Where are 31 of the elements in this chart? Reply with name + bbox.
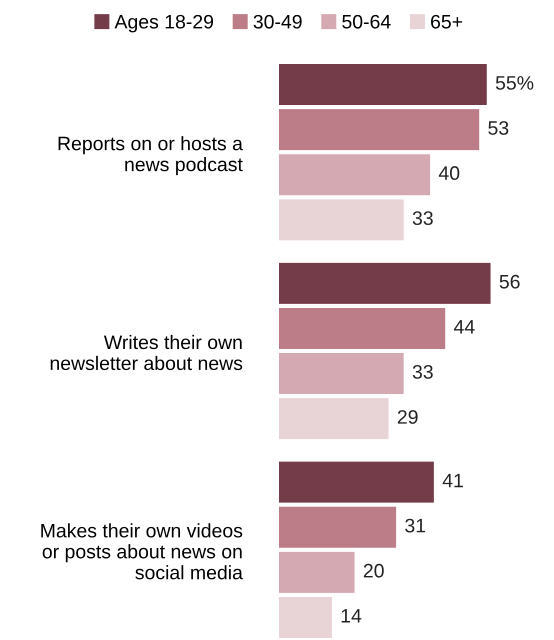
data-label: 55% [496, 76, 534, 90]
bar [279, 552, 355, 593]
legend-label: 30-49 [254, 14, 302, 29]
legend-label: 50-64 [342, 14, 391, 29]
bar [279, 398, 389, 440]
bar [279, 262, 491, 304]
y-tick-label: Makes their own videos or posts about news on social media [41, 523, 243, 580]
bar [279, 64, 487, 106]
data-label: 14 [342, 609, 362, 622]
data-label: 41 [442, 474, 463, 488]
data-label: 53 [488, 121, 508, 135]
data-label: 29 [398, 410, 418, 424]
data-label: 20 [364, 564, 384, 578]
bar [279, 462, 434, 503]
data-label: 40 [438, 166, 460, 180]
bar [279, 308, 446, 349]
legend-label: 65+ [431, 14, 462, 29]
y-tick-label: Reports on or hosts a news podcast [58, 136, 243, 176]
data-label: 33 [412, 364, 433, 379]
bar [279, 596, 332, 638]
data-label: 33 [412, 211, 433, 226]
bar [279, 506, 396, 548]
data-label: 44 [454, 320, 475, 334]
bar [279, 353, 404, 394]
bar [279, 109, 480, 150]
legend-label: Ages 18-29 [114, 14, 214, 32]
data-label: 56 [500, 274, 520, 289]
bar [279, 154, 430, 196]
data-label: 31 [405, 518, 426, 532]
y-tick-label: Writes their own newsletter about news [50, 334, 242, 370]
bar [279, 199, 404, 240]
